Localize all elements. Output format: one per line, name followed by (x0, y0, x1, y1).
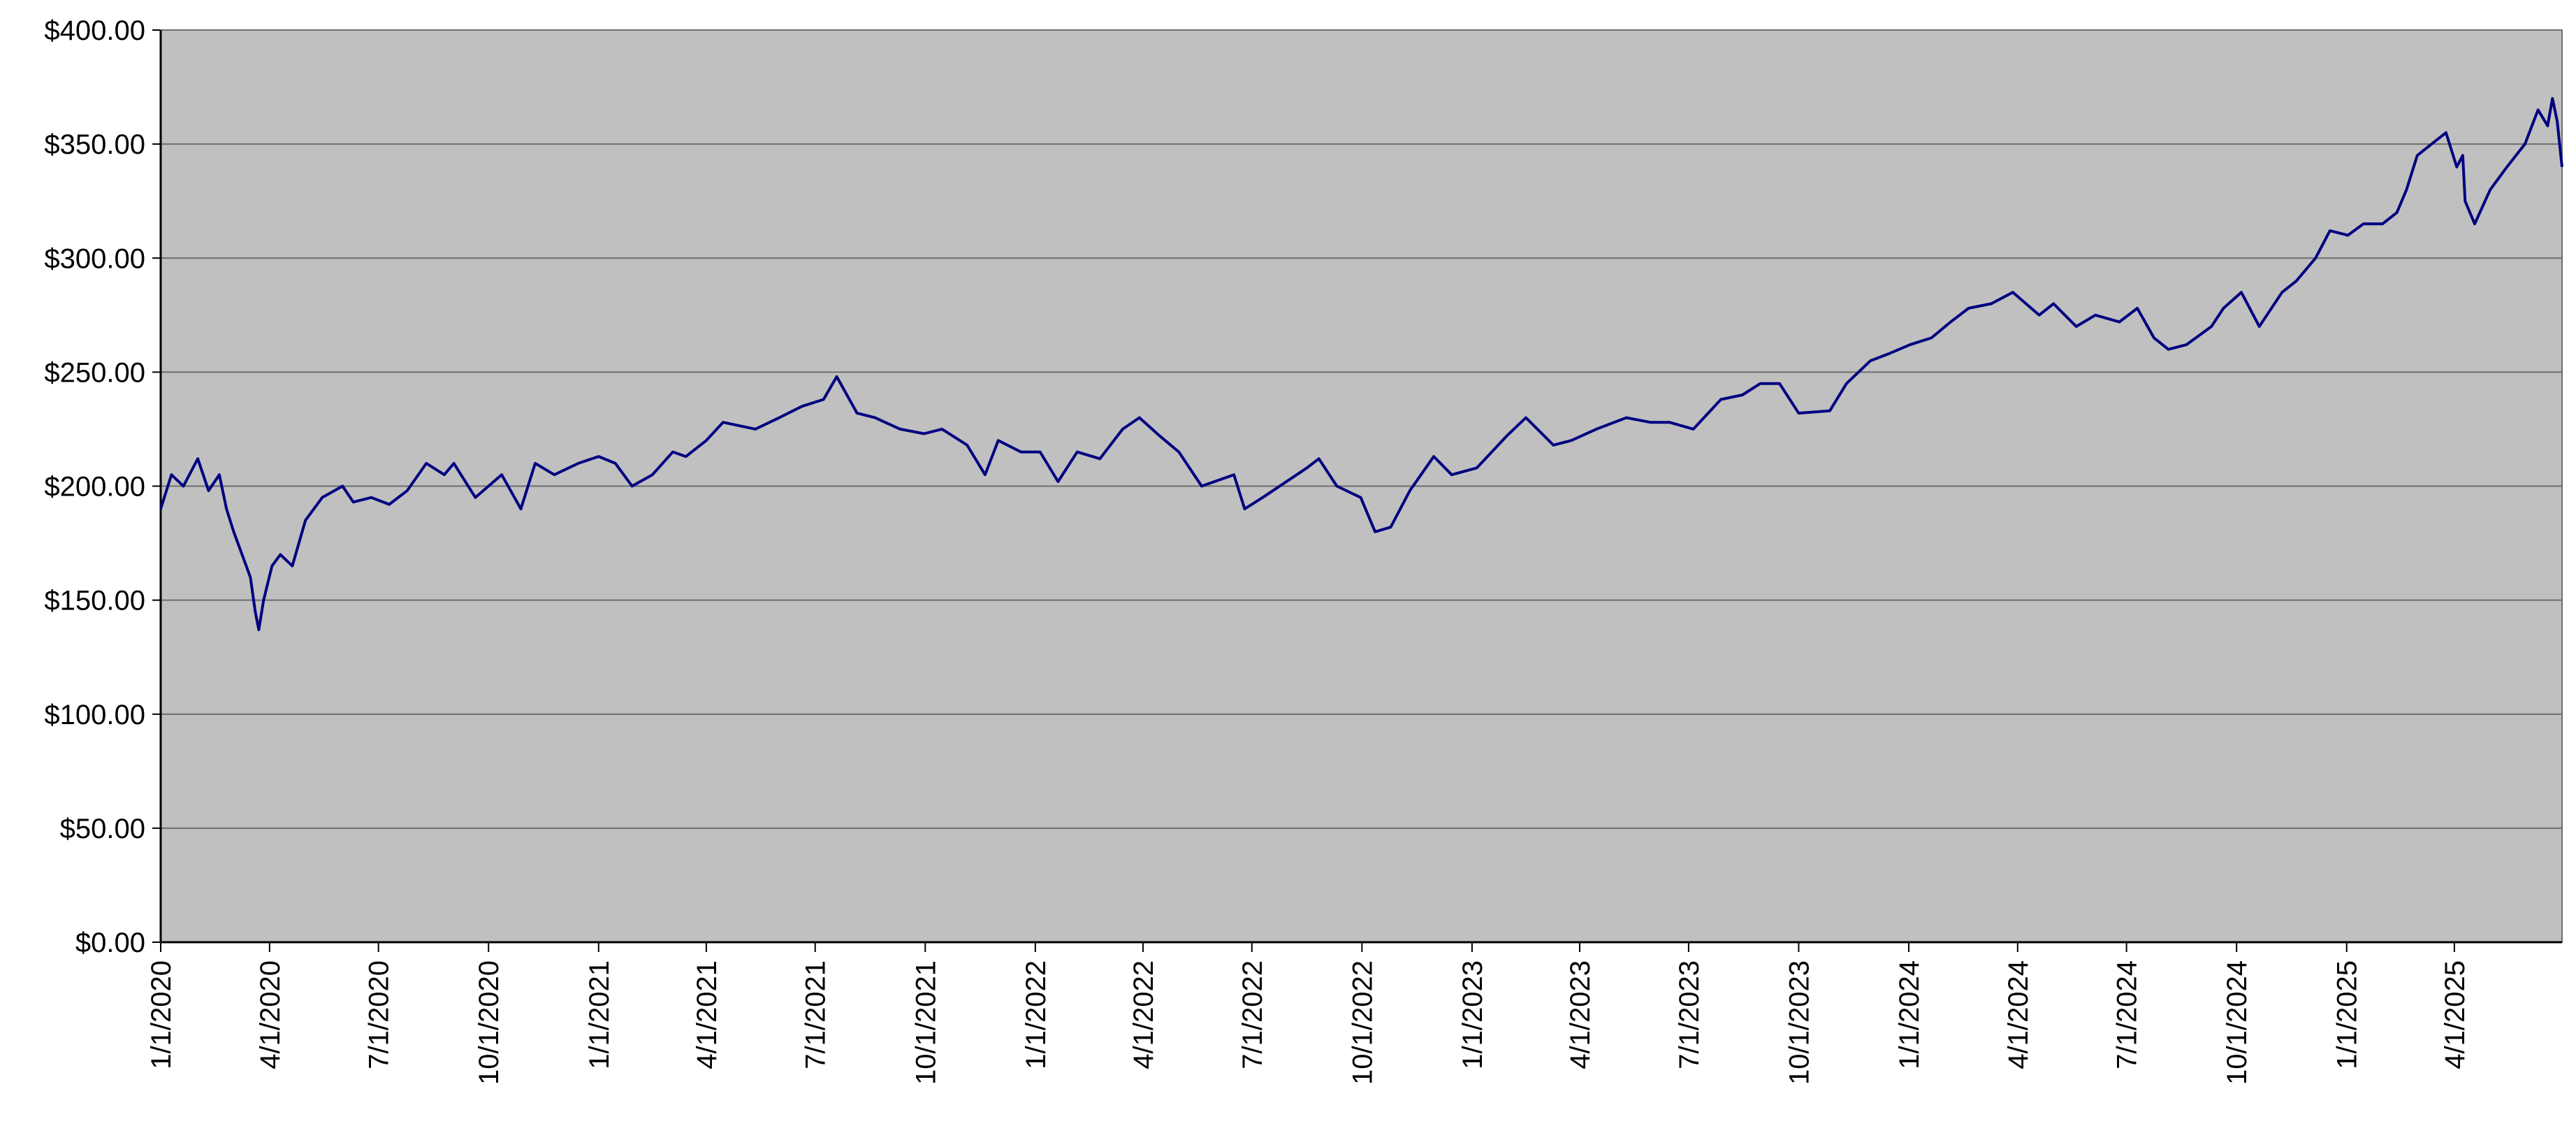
x-tick-label: 7/1/2024 (2112, 960, 2143, 1069)
x-tick-label: 1/1/2023 (1457, 960, 1488, 1069)
x-tick-label: 1/1/2022 (1021, 960, 1051, 1069)
x-tick-label: 1/1/2021 (584, 960, 615, 1069)
x-tick-label: 1/1/2024 (1894, 960, 1925, 1069)
series-line (159, 96, 2563, 631)
y-tick-label: $400.00 (44, 15, 145, 46)
axes (152, 29, 2563, 952)
x-tick-label: 4/1/2023 (1565, 960, 1596, 1069)
y-tick-label: $0.00 (75, 928, 145, 958)
y-tick-label: $100.00 (44, 700, 145, 730)
x-tick-label: 10/1/2022 (1347, 960, 1378, 1085)
y-tick-label: $300.00 (44, 243, 145, 274)
x-tick-label: 10/1/2021 (910, 960, 941, 1085)
x-tick-label: 4/1/2021 (692, 960, 722, 1069)
x-tick-label: 10/1/2020 (474, 960, 504, 1085)
y-axis-tick-labels: $0.00 $50.00 $100.00 $150.00 $200.00 $250.00 $… (44, 15, 145, 958)
x-tick-label: 4/1/2024 (2003, 960, 2034, 1069)
x-tick-label: 4/1/2022 (1128, 960, 1159, 1069)
x-tick-label: 7/1/2023 (1674, 960, 1705, 1069)
y-tick-label: $250.00 (44, 357, 145, 388)
x-tick-label: 4/1/2025 (2440, 960, 2471, 1069)
x-tick-label: 10/1/2024 (2222, 960, 2253, 1085)
x-tick-label: 4/1/2020 (255, 960, 286, 1069)
y-tick-label: $150.00 (44, 586, 145, 616)
x-tick-label: 7/1/2020 (364, 960, 395, 1069)
x-tick-label: 1/1/2020 (146, 960, 177, 1069)
x-tick-label: 7/1/2021 (801, 960, 831, 1069)
y-tick-label: $50.00 (60, 814, 145, 844)
y-tick-label: $350.00 (44, 129, 145, 160)
x-tick-label: 1/1/2025 (2332, 960, 2363, 1069)
x-tick-label: 7/1/2022 (1237, 960, 1268, 1069)
x-tick-label: 10/1/2023 (1784, 960, 1814, 1085)
x-axis-tick-labels: 1/1/2020 4/1/2020 7/1/2020 10/1/2020 1/1/202… (146, 960, 2471, 1085)
y-tick-label: $200.00 (44, 472, 145, 503)
